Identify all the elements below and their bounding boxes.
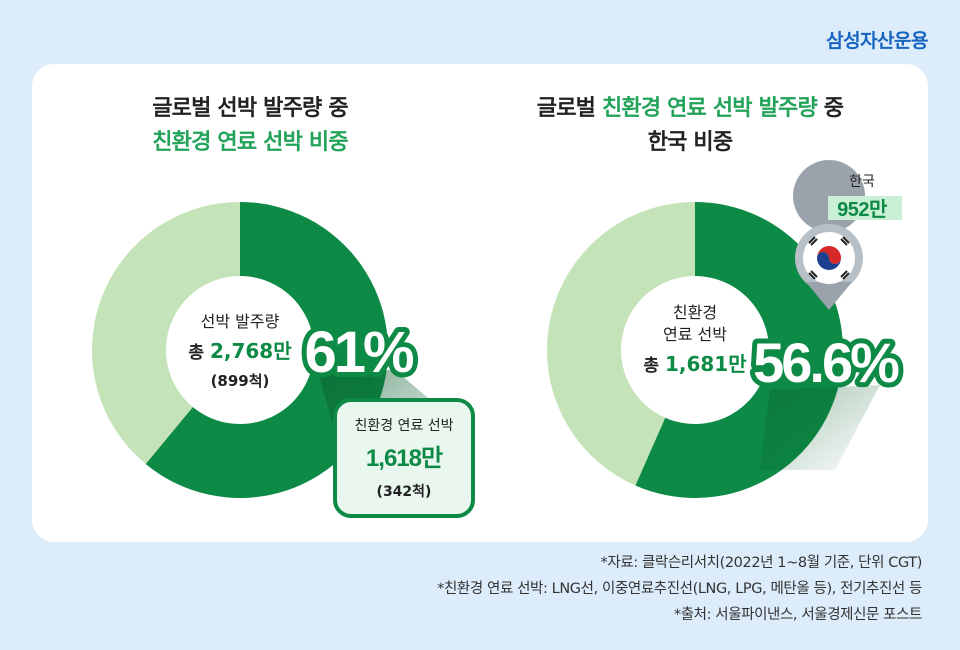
chart2-center-total-prefix: 총 [643, 356, 665, 376]
chart2-callout-shadow [760, 385, 880, 470]
chart1-title: 글로벌 선박 발주량 중 친환경 연료 선박 비중 [90, 92, 410, 160]
chart1-center-label: 선박 발주량 총 2,768만 (899척) [180, 310, 300, 392]
chart2-title: 글로벌 친환경 연료 선박 발주량 중 한국 비중 [470, 92, 910, 160]
footnotes: *자료: 클락슨리서치(2022년 1~8월 기준, 단위 CGT) *친환경 … [437, 550, 922, 628]
chart2-callout-highlight [828, 196, 902, 220]
chart1-callout-box [333, 398, 475, 518]
chart1-percent-label: 61% [304, 320, 414, 385]
chart1-callout-line3: (342척) [377, 484, 432, 500]
chart2-title-line1: 글로벌 친환경 연료 선박 발주량 중 [470, 92, 910, 126]
footnote-origin: *출처: 서울파이낸스, 서울경제신문 포스트 [673, 607, 923, 623]
chart2-title-highlight: 친환경 연료 선박 발주량 [601, 96, 818, 121]
chart2-title-suffix: 중 [816, 96, 844, 121]
chart1-center-line2: 총 2,768만 [180, 334, 300, 370]
footnote-source: *자료: 클락슨리서치(2022년 1~8월 기준, 단위 CGT) [600, 555, 923, 571]
chart1-title-line2: 친환경 연료 선박 비중 [152, 130, 348, 155]
chart1-callout-line1: 친환경 연료 선박 [354, 418, 453, 434]
chart1-center-line3: (899척) [210, 372, 270, 390]
chart2-center-line2: 연료 선박 [663, 325, 727, 344]
chart1-callout-value: 1,618만 [366, 445, 443, 472]
chart2-callout-label: 한국 [849, 174, 875, 190]
chart1-title-line1: 글로벌 선박 발주량 중 [152, 96, 348, 121]
chart1-center-line1: 선박 발주량 [200, 312, 280, 331]
chart1-slice-main [145, 202, 389, 499]
chart2-percent-label: 56.6% [753, 331, 899, 394]
chart2-callout-value: 952만 [837, 198, 888, 221]
footnote-definition: *친환경 연료 선박: LNG선, 이중연료추진선(LNG, LPG, 메탄올 … [437, 581, 922, 597]
chart2-slice-other [547, 202, 695, 486]
chart1-donut [92, 202, 389, 499]
chart1-slice-other [92, 202, 241, 465]
chart2-center-line3: 총 1,681만 [635, 346, 755, 384]
chart2-center-label: 친환경 연료 선박 총 1,681만 [635, 302, 755, 384]
brand-logo-text: 삼성자산운용 [826, 30, 928, 52]
chart2-center-line1: 친환경 [672, 303, 718, 322]
chart2-title-prefix: 글로벌 [536, 96, 602, 121]
chart1-center-total-value: 2,768만 [209, 339, 292, 363]
chart2-center-total-value: 1,681만 [664, 352, 747, 376]
chart1-center-total-prefix: 총 [188, 343, 210, 363]
chart2-title-line2: 한국 비중 [647, 130, 733, 155]
